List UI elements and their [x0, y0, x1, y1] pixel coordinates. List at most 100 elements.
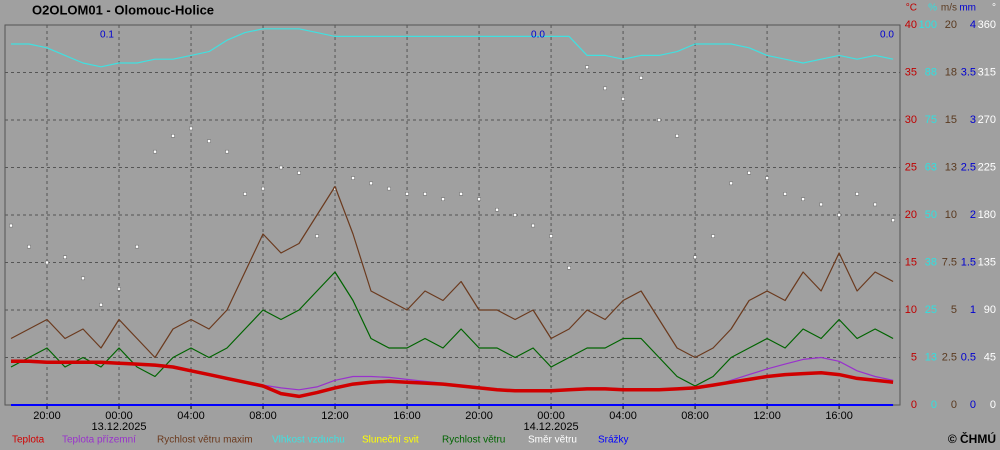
- y-tick-label: 25: [905, 161, 917, 173]
- y-tick-label: 5: [911, 351, 917, 363]
- wind-direction-point: [873, 202, 877, 207]
- y-tick-label: 315: [978, 66, 996, 78]
- y-tick-label: 135: [978, 256, 996, 268]
- wind-direction-point: [549, 234, 553, 238]
- y-tick-label: 38: [925, 256, 937, 268]
- wind-direction-point: [261, 186, 265, 191]
- axis-unit: %: [928, 3, 937, 14]
- y-tick-label: 100: [919, 19, 937, 31]
- wind-direction-point: [153, 149, 157, 154]
- wind-direction-point: [387, 186, 391, 191]
- y-tick-label: 50: [925, 209, 937, 221]
- y-tick-label: 180: [978, 209, 996, 221]
- wind-direction-point: [513, 213, 517, 217]
- axis-unit: °C: [906, 3, 917, 14]
- wind-direction-point: [657, 118, 661, 122]
- y-tick-label: 7.5: [942, 256, 957, 268]
- wind-direction-point: [747, 171, 751, 175]
- y-tick-label: 88: [925, 66, 937, 78]
- wind-direction-point: [837, 213, 841, 217]
- y-tick-label: 40: [905, 19, 917, 31]
- wind-direction-point: [423, 192, 427, 196]
- wind-direction-point: [207, 139, 211, 143]
- wind-direction-point: [315, 234, 319, 238]
- wind-direction-point: [279, 165, 283, 170]
- x-tick-label: 20:00: [33, 410, 61, 422]
- legend-entry: Rychlost větru: [442, 435, 505, 446]
- wind-direction-point: [675, 134, 679, 138]
- x-tick-label: 00:00: [537, 410, 565, 422]
- x-tick-label: 08:00: [249, 410, 277, 422]
- wind-direction-point: [819, 202, 823, 207]
- y-tick-label: 3.5: [961, 66, 976, 78]
- y-tick-label: 270: [978, 114, 996, 126]
- precip-sum: 0.1: [100, 30, 114, 41]
- wind-direction-point: [783, 192, 787, 196]
- y-tick-label: 25: [925, 304, 937, 316]
- wind-direction-point: [27, 244, 31, 249]
- y-tick-label: 0: [951, 399, 957, 411]
- x-tick-label: 16:00: [393, 410, 421, 422]
- y-tick-label: 18: [945, 66, 957, 78]
- x-tick-label: 08:00: [681, 410, 709, 422]
- wind-direction-point: [891, 218, 895, 223]
- y-tick-label: 360: [978, 19, 996, 31]
- wind-direction-point: [765, 176, 769, 180]
- y-tick-label: 0: [990, 399, 996, 411]
- y-tick-label: 75: [925, 114, 937, 126]
- y-tick-label: 30: [905, 114, 917, 126]
- x-tick-label: 04:00: [609, 410, 637, 422]
- y-tick-label: 2.5: [961, 161, 976, 173]
- wind-direction-point: [243, 192, 247, 196]
- legend-entry: Směr větru: [528, 435, 577, 446]
- wind-direction-point: [459, 192, 463, 196]
- y-tick-label: 35: [905, 66, 917, 78]
- y-tick-label: 225: [978, 161, 996, 173]
- wind-direction-point: [81, 276, 85, 281]
- legend-entry: Vlhkost vzduchu: [272, 435, 345, 446]
- y-tick-label: 20: [905, 209, 917, 221]
- y-tick-label: 2.5: [942, 351, 957, 363]
- y-tick-label: 45: [984, 351, 996, 363]
- legend-entry: Teplota: [12, 435, 45, 446]
- wind-direction-point: [729, 181, 733, 186]
- wind-direction-point: [441, 197, 445, 201]
- wind-direction-point: [99, 302, 103, 307]
- y-tick-label: 4: [970, 19, 976, 31]
- wind-direction-point: [639, 76, 643, 80]
- x-tick-label: 12:00: [753, 410, 781, 422]
- y-tick-label: 0: [931, 399, 937, 411]
- y-tick-label: 5: [951, 304, 957, 316]
- legend-entry: Teplota přízemní: [62, 435, 136, 446]
- wind-direction-point: [711, 234, 715, 238]
- y-tick-label: 0: [911, 399, 917, 411]
- legend-entry: Sluneční svit: [362, 435, 419, 446]
- x-tick-label: 04:00: [177, 410, 205, 422]
- wind-direction-point: [117, 287, 121, 291]
- wind-direction-point: [585, 65, 589, 69]
- series-line: [11, 28, 894, 68]
- wind-direction-point: [351, 176, 355, 180]
- x-tick-label: 12:00: [321, 410, 349, 422]
- y-tick-label: 3: [970, 114, 976, 126]
- wind-direction-point: [189, 126, 193, 131]
- series-line: [10, 271, 894, 387]
- y-tick-label: 15: [945, 114, 957, 126]
- axis-unit: m/s: [941, 3, 957, 14]
- y-tick-label: 13: [945, 161, 957, 173]
- x-tick-label: 20:00: [465, 410, 493, 422]
- precip-sum: 0.0: [531, 30, 545, 41]
- wind-direction-point: [603, 86, 607, 91]
- wind-direction-point: [801, 197, 805, 201]
- wind-direction-point: [693, 255, 697, 259]
- y-tick-label: 10: [945, 209, 957, 221]
- legend-entry: Rychlost větru maxim: [157, 435, 253, 446]
- y-tick-label: 1: [970, 304, 976, 316]
- wind-direction-point: [297, 171, 301, 175]
- wind-direction-point: [567, 266, 571, 270]
- axis-unit: °: [992, 3, 996, 14]
- chart-title: O2OLOM01 - Olomouc-Holice: [32, 2, 214, 17]
- y-tick-label: 10: [905, 304, 917, 316]
- y-tick-label: 20: [945, 19, 957, 31]
